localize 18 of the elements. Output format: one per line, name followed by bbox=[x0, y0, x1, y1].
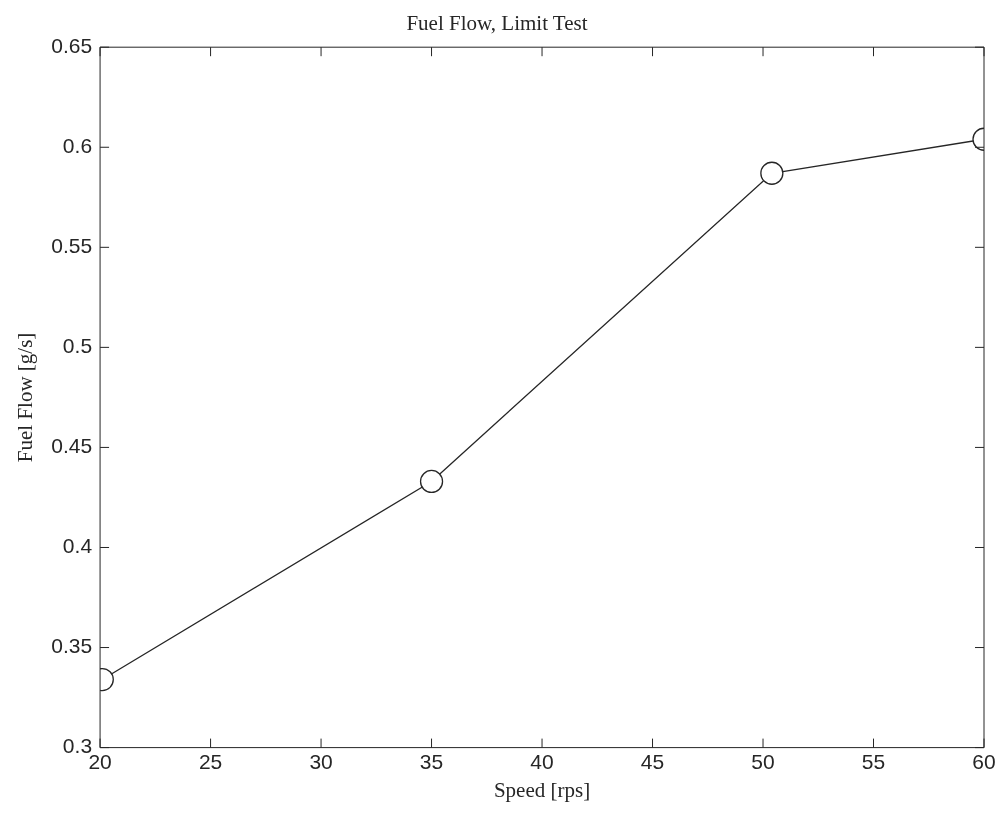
y-axis-title: Fuel Flow [g/s] bbox=[13, 332, 38, 463]
y-tick-label: 0.55 bbox=[51, 234, 93, 258]
x-tick-label: 50 bbox=[751, 750, 775, 773]
y-tick-label: 0.5 bbox=[62, 334, 93, 358]
x-tick-label: 60 bbox=[972, 750, 996, 773]
y-tick-label: 0.4 bbox=[62, 534, 93, 558]
chart-title: Fuel Flow, Limit Test bbox=[406, 11, 588, 36]
x-axis-title: Speed [rps] bbox=[493, 777, 591, 802]
y-tick-label: 0.35 bbox=[51, 634, 93, 658]
x-tick-label: 25 bbox=[198, 750, 223, 773]
y-tick-label: 0.45 bbox=[51, 434, 93, 458]
x-tick-label: 35 bbox=[419, 750, 444, 773]
y-tick-label: 0.65 bbox=[51, 34, 93, 57]
y-tick-label: 0.6 bbox=[62, 134, 93, 158]
x-tick-label: 55 bbox=[861, 750, 886, 773]
x-tick-label: 30 bbox=[309, 750, 333, 773]
x-tick-label: 45 bbox=[640, 750, 665, 773]
x-tick-label: 40 bbox=[530, 750, 554, 773]
